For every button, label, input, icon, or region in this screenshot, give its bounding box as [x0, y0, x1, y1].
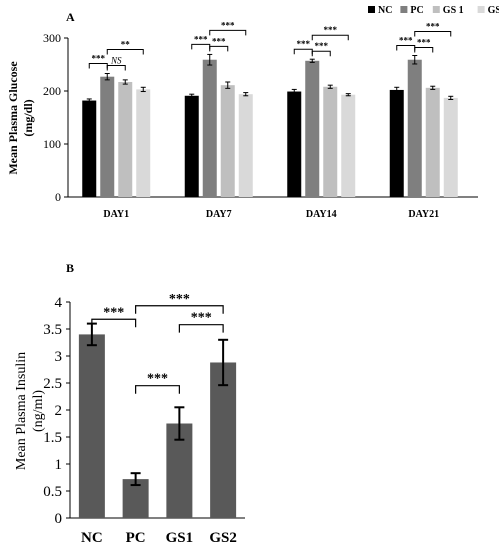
panel-a-bar-gs-2-day21 [443, 97, 458, 197]
panel-a-legend-swatch-pc [400, 6, 408, 13]
panel-a-bar-gs-1-day14 [323, 86, 338, 197]
panel-a-significance-bracket [311, 34, 349, 41]
panel-a-bar-gs-2-day1 [136, 89, 151, 197]
panel-a-y-tick-label: 0 [55, 190, 61, 204]
panel-b-significance-bracket [178, 324, 224, 333]
panel-b-y-tick-label: 4 [55, 295, 63, 311]
panel-b-y-tick-label: 1.5 [43, 430, 62, 446]
panel-a-y-tick-label: 300 [43, 31, 61, 45]
panel-a-significance-bracket [414, 46, 434, 53]
panel-b-significance-label: *** [169, 292, 190, 307]
panel-a-significance-bracket [106, 65, 126, 71]
panel-b-x-tick-label-nc: NC [81, 530, 103, 546]
panel-a-bar-nc-day7 [184, 95, 199, 197]
panel-a-significance-label: *** [194, 34, 208, 44]
panel-a-legend-label-gs-1: GS 1 [443, 5, 464, 16]
panel-a-bar-nc-day14 [287, 91, 302, 197]
panel-b-significance-label: *** [103, 305, 124, 320]
panel-b-y-tick-label: 2 [55, 403, 63, 419]
panel-a-significance-bracket [311, 50, 331, 57]
panel-a-significance-label: *** [315, 41, 329, 51]
panel-b-significance-bracket [135, 305, 224, 314]
panel-a-significance-label: *** [399, 35, 413, 45]
panel-b-y-axis-label-line1: Mean Plasma Insulin [14, 352, 29, 470]
panel-a-legend-label-nc: NC [378, 5, 392, 16]
panel-a-significance-bracket [414, 30, 452, 37]
panel-a-significance-label: *** [297, 39, 311, 49]
panel-a-y-axis-label-line1: Mean Plasma Glucose [6, 61, 20, 175]
panel-b-y-tick-label: 0.5 [43, 484, 62, 500]
panel-b-significance-bracket [135, 385, 180, 394]
panel-b-bars [78, 322, 237, 518]
panel-b-bar-nc [78, 334, 105, 518]
panel-a-significance-bracket [396, 44, 416, 51]
panel-a-x-tick-label-day14: DAY14 [306, 209, 337, 220]
panel-b-label: B [66, 261, 74, 275]
panel-a-significance-label: ** [121, 40, 131, 50]
panel-b-significance-label: *** [191, 311, 212, 326]
panel-b-bar-gs2 [210, 362, 237, 518]
panel-a-label: A [66, 10, 75, 24]
panel-a-bar-nc-day1 [82, 100, 97, 197]
panel-a-legend-swatch-gs-2 [477, 6, 485, 13]
panel-a-y-tick-label: 200 [43, 84, 61, 98]
panel-a-y-axis-label-line2: (mg/dl) [21, 99, 35, 136]
panel-b-y-tick-label: 3 [55, 349, 63, 365]
panel-a-significance-label: *** [417, 37, 431, 47]
panel-a-bar-pc-day14 [305, 60, 320, 197]
panel-a-bar-nc-day21 [389, 89, 404, 197]
panel-b-y-tick-label: 1 [55, 457, 63, 473]
panel-b-significance-label: *** [147, 372, 168, 387]
panel-b-x-tick-label-pc: PC [126, 530, 146, 546]
panel-a-legend-label-gs-2: GS 2 [488, 5, 499, 16]
panel-a-legend-swatch-gs-1 [432, 6, 440, 13]
panel-a-bar-pc-day21 [407, 59, 422, 198]
panel-a-significance-bracket [209, 29, 247, 36]
panel-a-significance-bracket [88, 63, 108, 69]
panel-a-legend: NC PC GS 1 GS 2 [368, 5, 499, 16]
panel-b-y-tick-label: 0 [55, 511, 63, 527]
panel-b-x-tick-label-gs2: GS2 [209, 530, 237, 546]
panel-b-y-tick-label: 2.5 [43, 376, 62, 392]
panel-a-significance: *** NS***** ********* ********* ****** [88, 20, 452, 71]
panel-b-y-tick-label: 3.5 [43, 322, 62, 338]
panel-a-y-tick-label: 100 [43, 137, 61, 151]
panel-a-legend-swatch-nc [368, 6, 375, 13]
panel-b-axes: 0 0.5 1 1.5 2 2.5 3 3.5 4 NC PC GS1 GS2 [43, 295, 245, 546]
panel-a-significance-bracket [293, 48, 313, 55]
panel-a-x-tick-label-day21: DAY21 [408, 209, 439, 220]
panel-b-significance: ************ [91, 292, 224, 394]
panel-a-bars [82, 53, 458, 198]
panel-a-bar-gs-1-day7 [220, 85, 235, 197]
panel-a-significance-bracket [106, 49, 144, 55]
panel-a-x-tick-label-day1: DAY1 [103, 209, 129, 220]
panel-a-significance-bracket [209, 45, 229, 52]
panel-b-y-axis-label-line2: (ng/ml) [31, 390, 46, 432]
panel-a-bar-gs-2-day14 [341, 94, 356, 197]
panel-b-significance-bracket [91, 318, 137, 328]
panel-a-bar-gs-1-day1 [118, 81, 133, 197]
panel-a-significance-label: *** [324, 25, 338, 35]
panel-a-bar-gs-2-day7 [238, 94, 253, 197]
panel-a-bar-gs-1-day21 [425, 87, 440, 197]
panel-a-significance-bracket [191, 43, 211, 50]
panel-a-significance-label: *** [221, 20, 235, 30]
panel-a-significance-label: NS [110, 56, 122, 66]
panel-a-significance-label: *** [92, 54, 106, 64]
panel-b-x-tick-label-gs1: GS1 [166, 530, 194, 546]
panel-a-bar-pc-day1 [100, 76, 115, 197]
panel-a-significance-label: *** [426, 21, 440, 31]
panel-a-legend-label-pc: PC [410, 5, 423, 16]
panel-a-significance-label: *** [212, 36, 226, 46]
panel-a-bar-pc-day7 [202, 59, 217, 198]
panel-a-x-tick-label-day7: DAY7 [206, 209, 232, 220]
